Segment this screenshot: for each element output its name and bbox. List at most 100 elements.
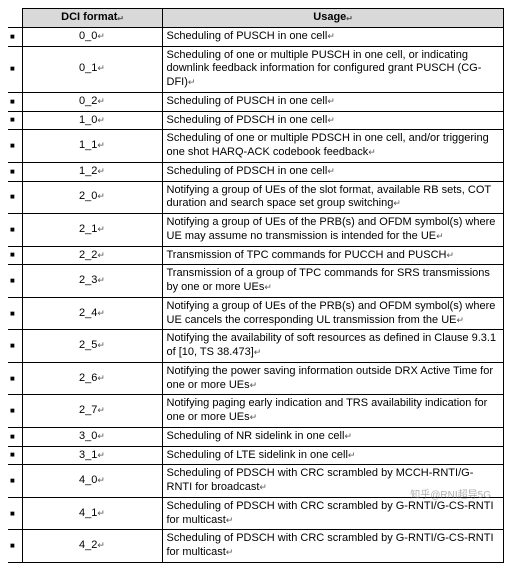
paragraph-mark: ↵: [327, 97, 335, 107]
table-row: ■2_2↵Transmission of TPC commands for PU…: [8, 246, 503, 265]
paragraph-mark: ↵: [97, 432, 105, 442]
paragraph-mark: ↵: [254, 348, 262, 358]
table-row: ■2_7↵Notifying paging early indication a…: [8, 395, 503, 428]
dci-format-cell: 0_1↵: [22, 46, 162, 92]
paragraph-mark: ↵: [97, 64, 105, 74]
paragraph-mark: ↵: [97, 374, 105, 384]
paragraph-mark: ↵: [226, 548, 234, 558]
paragraph-mark: ↵: [97, 451, 105, 461]
table-row: ■2_3↵Transmission of a group of TPC comm…: [8, 265, 503, 298]
dci-format-cell: 1_1↵: [22, 130, 162, 163]
paragraph-mark: ↵: [264, 283, 272, 293]
dci-format-cell: 2_5↵: [22, 330, 162, 363]
row-bullet: ■: [8, 446, 22, 465]
dci-format-value: 2_5: [79, 339, 97, 351]
usage-text: Transmission of a group of TPC commands …: [167, 267, 490, 293]
table-row: ■4_1↵Scheduling of PDSCH with CRC scramb…: [8, 497, 503, 530]
dci-format-value: 2_7: [79, 404, 97, 416]
paragraph-mark: ↵: [346, 13, 351, 23]
table-row: ■0_1↵Scheduling of one or multiple PUSCH…: [8, 46, 503, 92]
paragraph-mark: ↵: [344, 432, 352, 442]
paragraph-mark: ↵: [327, 116, 335, 126]
paragraph-mark: ↵: [226, 516, 234, 526]
dci-format-value: 1_1: [79, 139, 97, 151]
table-row: ■4_0↵Scheduling of PDSCH with CRC scramb…: [8, 465, 503, 498]
dci-format-cell: 4_0↵: [22, 465, 162, 498]
table-row: ■2_4↵Notifying a group of UEs of the PRB…: [8, 297, 503, 330]
paragraph-mark: ↵: [327, 167, 335, 177]
usage-cell: Scheduling of NR sidelink in one cell↵: [162, 427, 503, 446]
table-row: ■0_0↵Scheduling of PUSCH in one cell↵: [8, 27, 503, 46]
dci-format-value: 0_1: [79, 62, 97, 74]
dci-format-value: 0_0: [79, 30, 97, 42]
usage-text: Notifying the power saving information o…: [167, 365, 493, 391]
header-usage-label: Usage: [313, 11, 346, 23]
dci-format-cell: 4_2↵: [22, 530, 162, 563]
paragraph-mark: ↵: [97, 167, 105, 177]
paragraph-mark: ↵: [446, 251, 454, 261]
paragraph-mark: ↵: [97, 141, 105, 151]
row-bullet: ■: [8, 297, 22, 330]
usage-text: Scheduling of PDSCH in one cell: [167, 165, 328, 177]
dci-format-value: 1_2: [79, 165, 97, 177]
usage-text: Notifying a group of UEs of the slot for…: [167, 184, 491, 210]
row-bullet: ■: [8, 130, 22, 163]
paragraph-mark: ↵: [97, 309, 105, 319]
dci-format-value: 4_0: [79, 474, 97, 486]
paragraph-mark: ↵: [97, 406, 105, 416]
header-row: DCI format↵ Usage↵: [8, 9, 503, 28]
dci-format-value: 2_0: [79, 190, 97, 202]
paragraph-mark: ↵: [97, 509, 105, 519]
usage-cell: Scheduling of one or multiple PUSCH in o…: [162, 46, 503, 92]
dci-format-cell: 4_1↵: [22, 497, 162, 530]
table-row: ■1_2↵Scheduling of PDSCH in one cell↵: [8, 162, 503, 181]
dci-format-cell: 2_3↵: [22, 265, 162, 298]
header-format: DCI format↵: [22, 9, 162, 28]
usage-text: Scheduling of LTE sidelink in one cell: [167, 449, 348, 461]
paragraph-mark: ↵: [457, 316, 465, 326]
row-bullet: ■: [8, 465, 22, 498]
usage-cell: Notifying the power saving information o…: [162, 362, 503, 395]
usage-text: Scheduling of NR sidelink in one cell: [167, 430, 345, 442]
dci-format-cell: 0_0↵: [22, 27, 162, 46]
paragraph-mark: ↵: [97, 276, 105, 286]
usage-text: Scheduling of PUSCH in one cell: [167, 95, 328, 107]
dci-format-cell: 1_2↵: [22, 162, 162, 181]
table-row: ■0_2↵Scheduling of PUSCH in one cell↵: [8, 92, 503, 111]
dci-format-cell: 2_1↵: [22, 214, 162, 247]
paragraph-mark: ↵: [97, 541, 105, 551]
row-bullet: ■: [8, 46, 22, 92]
dci-format-value: 2_3: [79, 274, 97, 286]
usage-text: Scheduling of PUSCH in one cell: [167, 30, 328, 42]
usage-cell: Scheduling of PUSCH in one cell↵: [162, 27, 503, 46]
dci-format-value: 4_1: [79, 507, 97, 519]
dci-format-value: 2_1: [79, 223, 97, 235]
usage-text: Transmission of TPC commands for PUCCH a…: [167, 249, 447, 261]
usage-text: Notifying a group of UEs of the PRB(s) a…: [167, 300, 496, 326]
dci-format-cell: 2_7↵: [22, 395, 162, 428]
table-row: ■2_1↵Notifying a group of UEs of the PRB…: [8, 214, 503, 247]
usage-text: Notifying the availability of soft resou…: [167, 332, 497, 358]
usage-cell: Scheduling of PDSCH with CRC scrambled b…: [162, 465, 503, 498]
table-row: ■3_1↵Scheduling of LTE sidelink in one c…: [8, 446, 503, 465]
usage-text: Scheduling of PDSCH with CRC scrambled b…: [167, 500, 494, 526]
usage-cell: Transmission of a group of TPC commands …: [162, 265, 503, 298]
dci-format-cell: 2_4↵: [22, 297, 162, 330]
usage-cell: Notifying a group of UEs of the slot for…: [162, 181, 503, 214]
usage-cell: Scheduling of LTE sidelink in one cell↵: [162, 446, 503, 465]
dci-format-value: 2_6: [79, 372, 97, 384]
paragraph-mark: ↵: [97, 97, 105, 107]
usage-text: Notifying paging early indication and TR…: [167, 397, 488, 423]
dci-format-cell: 1_0↵: [22, 111, 162, 130]
row-bullet: ■: [8, 27, 22, 46]
header-bullet-spacer: [8, 9, 22, 28]
paragraph-mark: ↵: [97, 225, 105, 235]
paragraph-mark: ↵: [250, 413, 258, 423]
row-bullet: ■: [8, 265, 22, 298]
paragraph-mark: ↵: [97, 476, 105, 486]
usage-cell: Transmission of TPC commands for PUCCH a…: [162, 246, 503, 265]
usage-cell: Scheduling of PDSCH in one cell↵: [162, 162, 503, 181]
usage-text: Scheduling of PDSCH with CRC scrambled b…: [167, 467, 474, 493]
paragraph-mark: ↵: [97, 341, 105, 351]
paragraph-mark: ↵: [97, 116, 105, 126]
